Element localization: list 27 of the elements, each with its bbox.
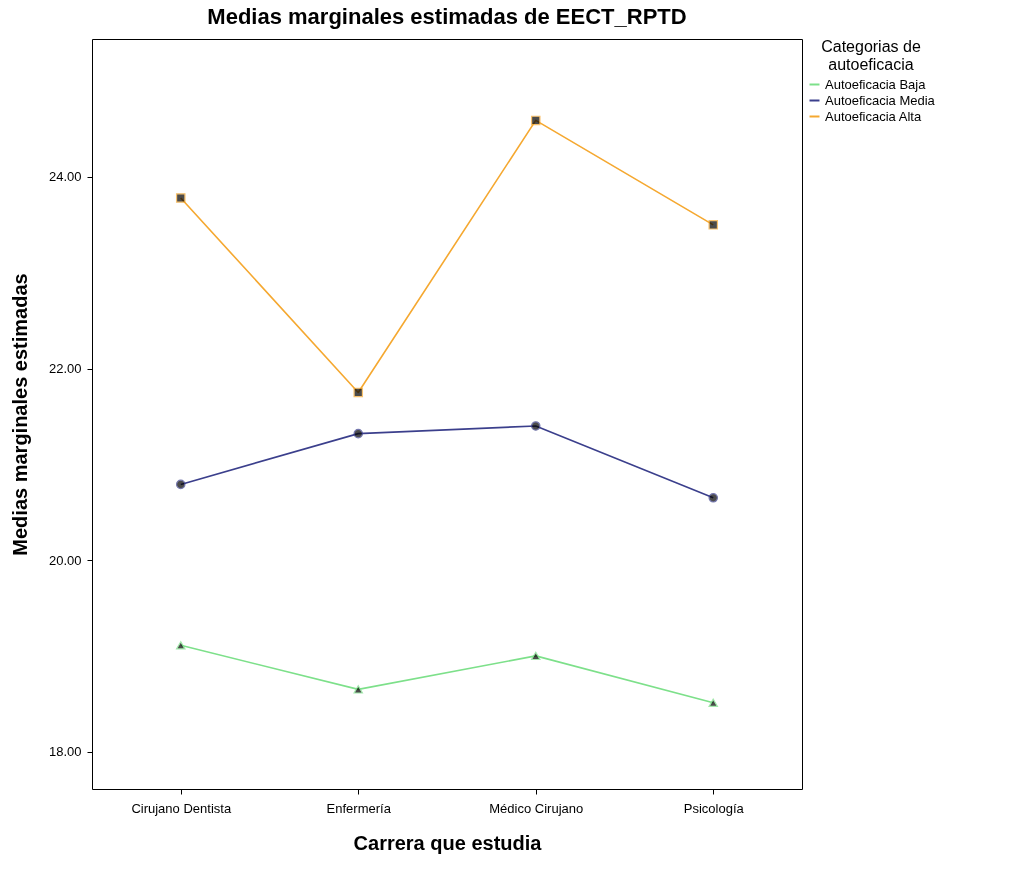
- point: [530, 421, 541, 431]
- chart-title: Medias marginales estimadas de EECT_RPTD: [207, 4, 687, 29]
- legend-label: Autoeficacia Alta: [825, 108, 922, 124]
- y-tick-label: 22.00: [48, 361, 82, 376]
- y-axis-title: Medias marginales estimadas: [8, 273, 31, 556]
- legend-label: Autoeficacia Baja: [825, 76, 927, 92]
- x-axis-title: Carrera que estudia: [353, 831, 543, 854]
- point: [175, 641, 186, 650]
- legend-title: Categorias de autoeficacia: [821, 38, 921, 73]
- y-tick-label: 18.00: [48, 744, 82, 760]
- x-tick-label: Psicología: [683, 800, 745, 816]
- point: [353, 685, 364, 694]
- point: [708, 220, 719, 230]
- y-tick-label: 24.00: [48, 169, 82, 185]
- x-tick-label: Enfermería: [326, 800, 392, 816]
- point: [708, 698, 719, 708]
- point: [175, 479, 186, 490]
- point: [530, 651, 541, 661]
- point: [175, 193, 186, 203]
- point: [530, 115, 541, 126]
- point: [353, 387, 364, 398]
- x-tick-label: Cirujano Dentista: [131, 800, 232, 816]
- y-tick-label: 20.00: [48, 552, 82, 568]
- point: [353, 428, 364, 439]
- point: [708, 493, 719, 503]
- legend-label: Autoeficacia Media: [825, 92, 936, 108]
- x-tick-label: Médico Cirujano: [489, 800, 584, 816]
